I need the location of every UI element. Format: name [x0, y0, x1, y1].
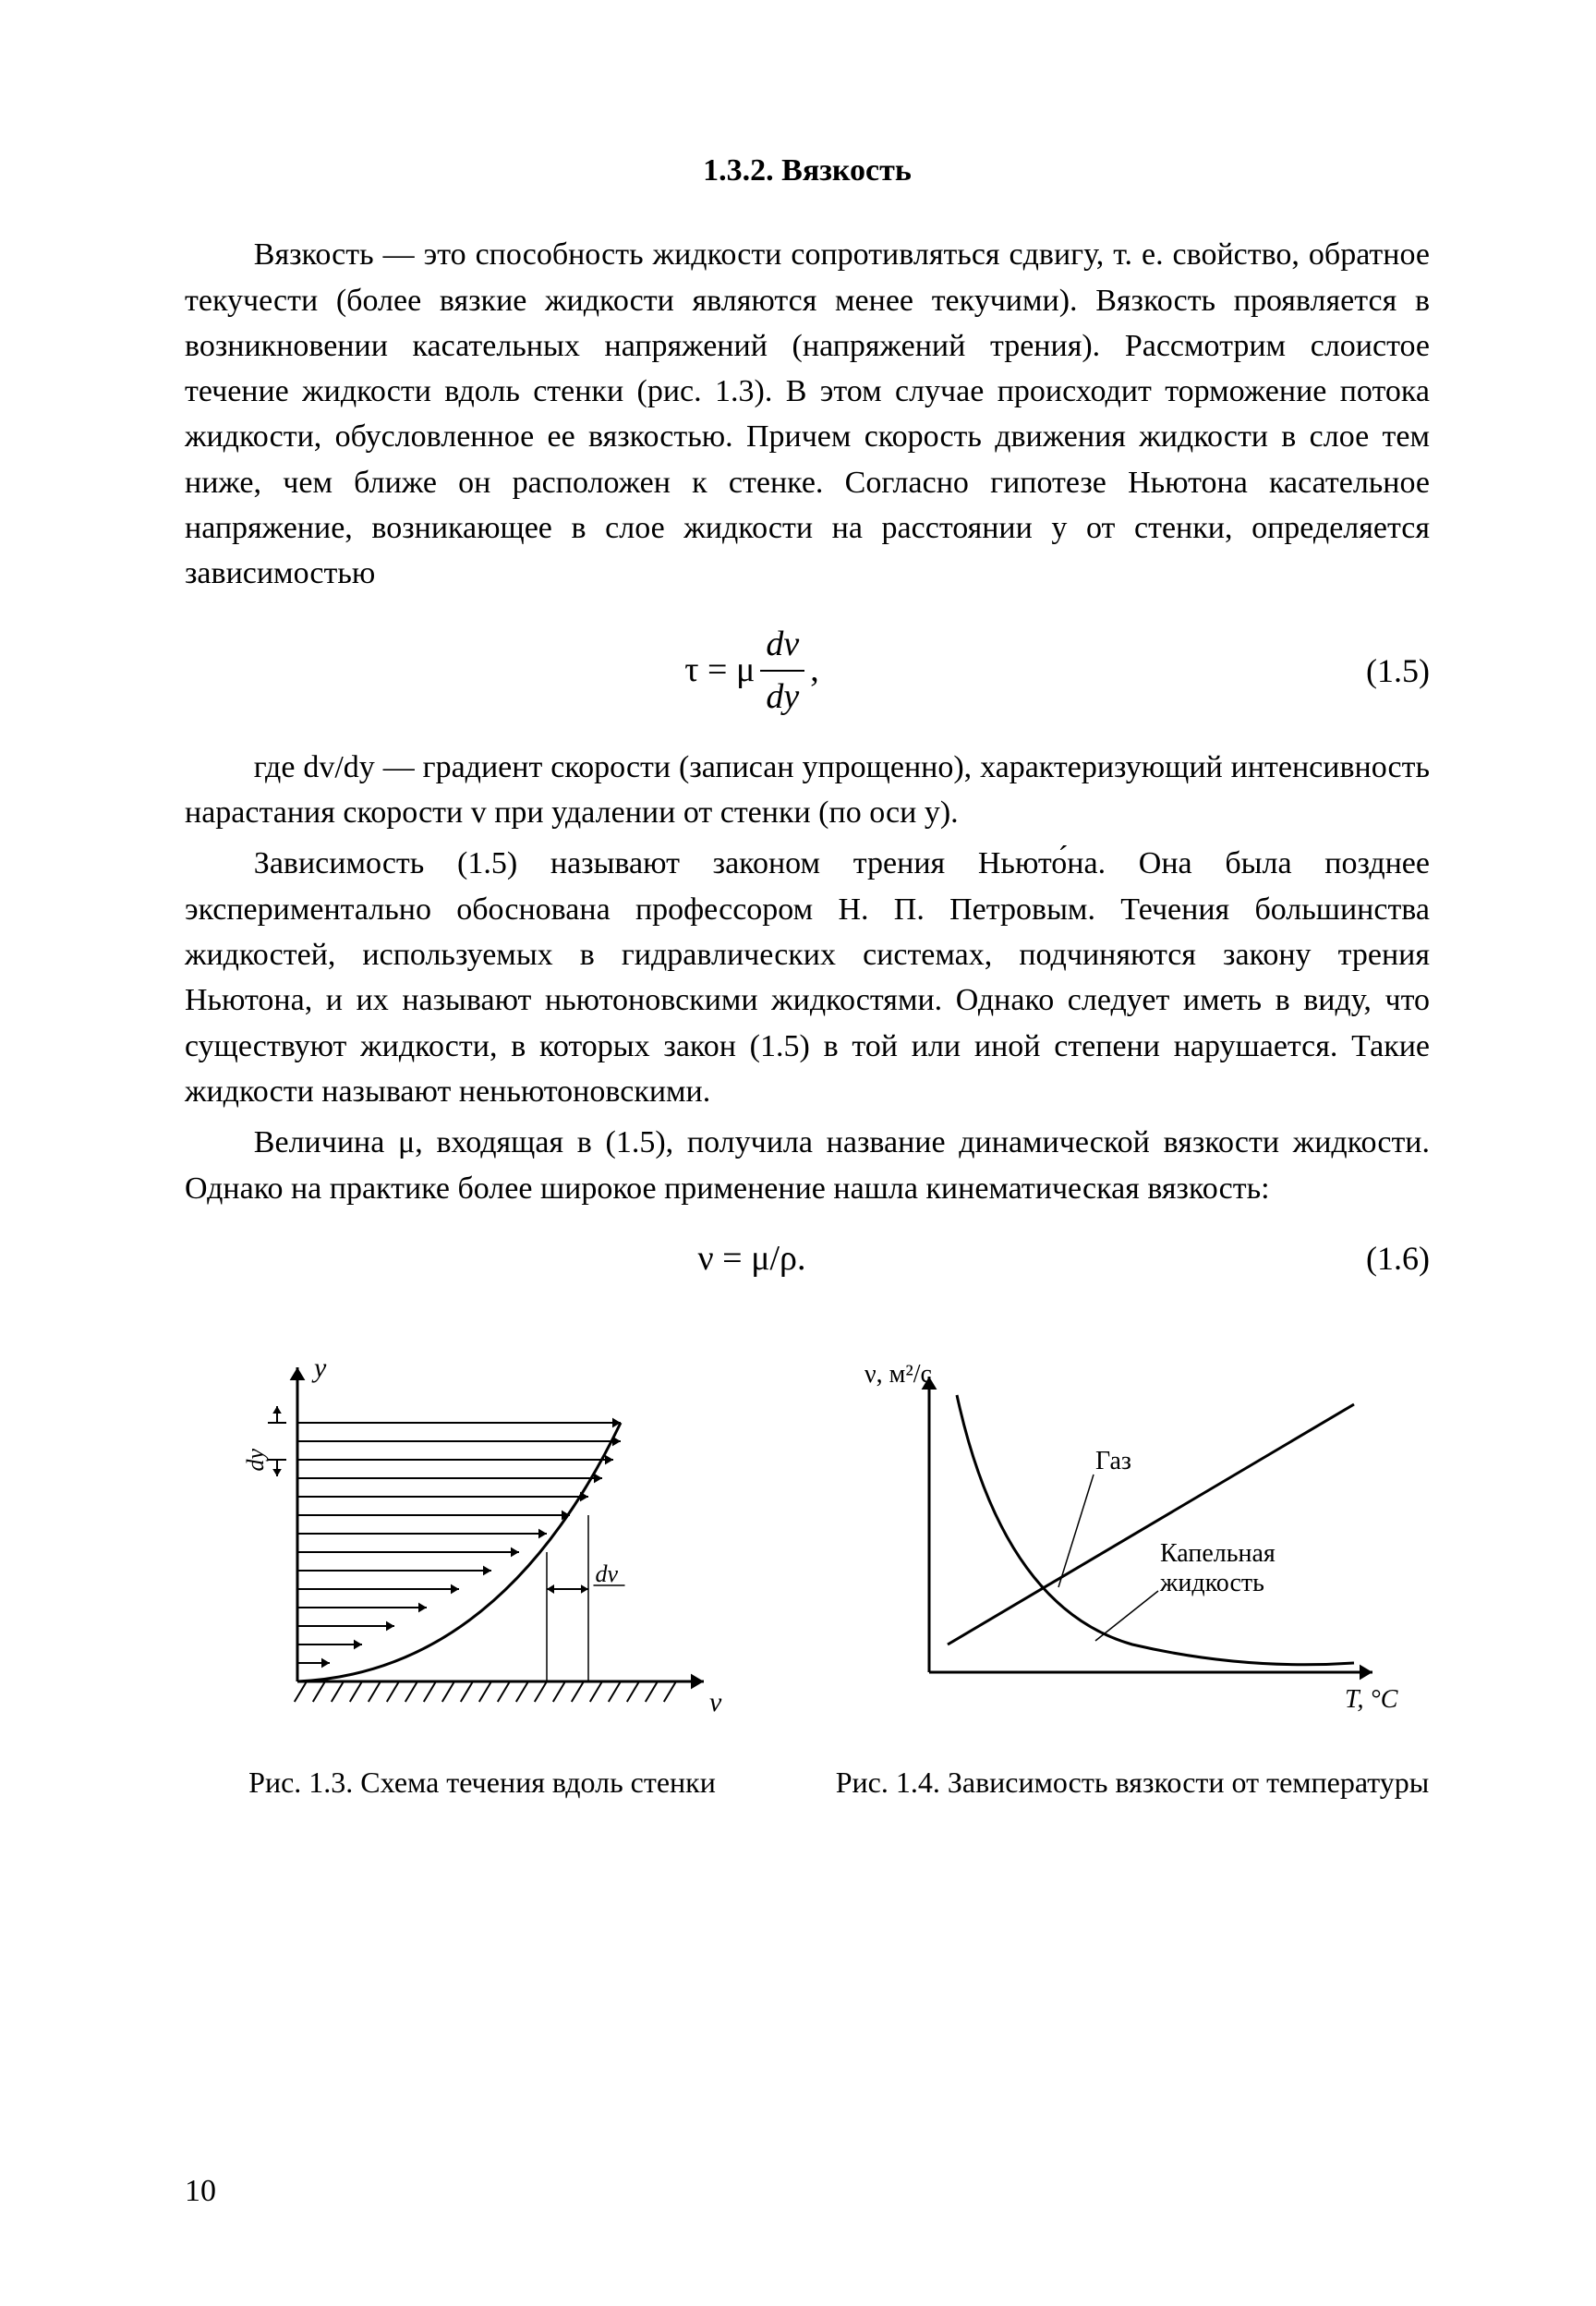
figure-1-4: ν, м²/с T, °C Газ Капельнаяжидкость Рис. 1.… [835, 1330, 1430, 1802]
eq2-body: ν = μ/ρ. [698, 1233, 806, 1284]
eq1-lhs: τ = μ [684, 645, 755, 696]
eq2-number: (1.6) [1319, 1234, 1430, 1282]
svg-text:T, °C: T, °C [1345, 1685, 1398, 1714]
figure-1-4-caption: Рис. 1.4. Зависимость вязкости от темпер… [836, 1763, 1430, 1802]
eq1-tail: , [810, 645, 819, 696]
svg-text:dv: dv [596, 1560, 619, 1587]
equation-2: ν = μ/ρ. (1.6) [185, 1233, 1430, 1284]
figures-row: dy dv y v Рис. 1.3. Схема течения вдоль сте… [185, 1330, 1430, 1802]
page: 1.3.2. Вязкость Вязкость — это способнос… [0, 0, 1596, 2306]
paragraph-3: Зависимость (1.5) называют законом трени… [185, 841, 1430, 1114]
eq1-numerator: dv [760, 619, 804, 672]
figure-1-4-svg: ν, м²/с T, °C Газ Капельнаяжидкость [855, 1330, 1409, 1737]
paragraph-2: где dv/dy — градиент скорости (записан у… [185, 745, 1430, 836]
section-title: 1.3.2. Вязкость [185, 148, 1430, 193]
svg-text:dy: dy [242, 1448, 269, 1471]
figure-1-3-svg: dy dv y v [224, 1330, 741, 1737]
equation-1: τ = μ dv dy , (1.5) [185, 619, 1430, 722]
paragraph-4: Величина μ, входящая в (1.5), получила н… [185, 1120, 1430, 1211]
eq1-fraction: dv dy [760, 619, 804, 722]
svg-text:v: v [709, 1687, 722, 1717]
eq1-number: (1.5) [1319, 647, 1430, 695]
figure-1-3: dy dv y v Рис. 1.3. Схема течения вдоль сте… [185, 1330, 780, 1802]
figure-1-3-caption: Рис. 1.3. Схема течения вдоль стенки [248, 1763, 716, 1802]
eq1-denominator: dy [760, 672, 804, 722]
svg-text:жидкость: жидкость [1159, 1569, 1264, 1597]
page-number: 10 [185, 2168, 216, 2214]
paragraph-1: Вязкость — это способность жидкости сопр… [185, 232, 1430, 596]
svg-text:y: y [311, 1353, 327, 1383]
svg-text:ν, м²/с: ν, м²/с [864, 1360, 932, 1389]
svg-text:Капельная: Капельная [1160, 1539, 1276, 1568]
svg-text:Газ: Газ [1095, 1447, 1131, 1475]
